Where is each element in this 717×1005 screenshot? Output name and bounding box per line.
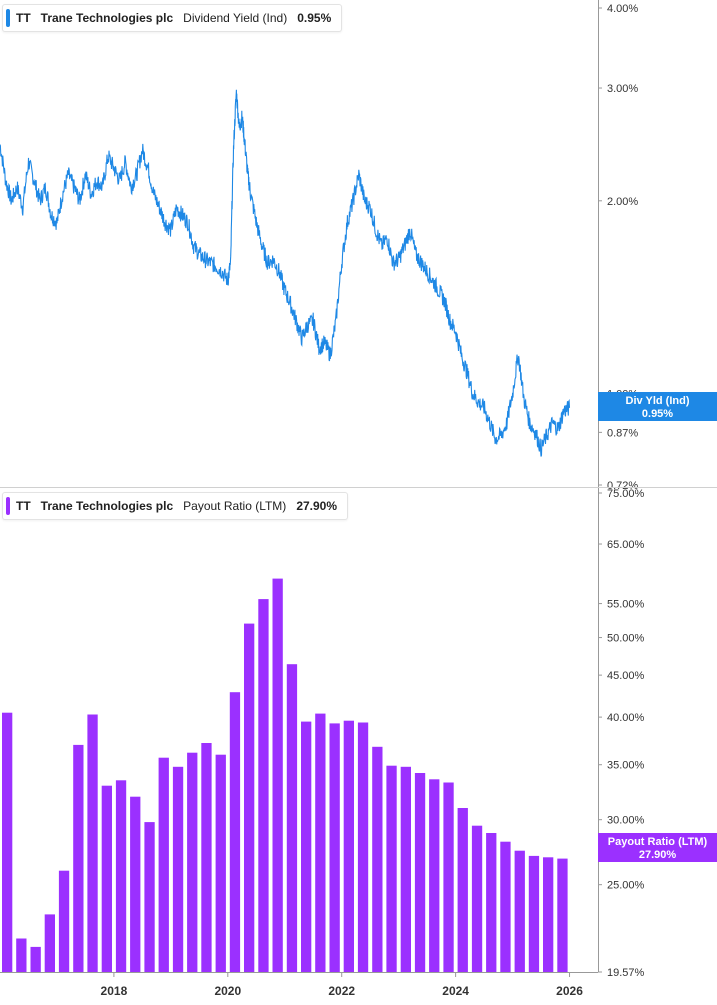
x-tick-label: 2026 xyxy=(556,984,583,998)
x-tick-label: 2022 xyxy=(328,984,355,998)
badge-label: Payout Ratio (LTM) xyxy=(607,836,708,848)
payout-bar xyxy=(343,720,354,972)
payout-bar xyxy=(386,765,397,972)
payout-bar xyxy=(16,938,27,972)
yield-swatch xyxy=(6,9,10,27)
payout-swatch xyxy=(6,497,10,515)
x-tick-label: 2018 xyxy=(101,984,128,998)
y-tick-label: 65.00% xyxy=(607,539,645,551)
dividend-yield-line xyxy=(0,89,571,457)
y-tick-label: 0.72% xyxy=(607,480,638,492)
payout-bar xyxy=(115,780,127,972)
payout-ratio-panel: 75.00% 65.00% 55.00% 50.00% 45.00% 40.00% 35.0… xyxy=(2,488,645,979)
payout-bar xyxy=(2,712,13,972)
payout-bar xyxy=(73,744,84,972)
payout-bar xyxy=(87,714,98,972)
payout-bar xyxy=(486,833,497,972)
y-tick-label: 4.00% xyxy=(607,3,638,15)
dividend-yield-badge: Div Yld (Ind) 0.95% xyxy=(598,392,717,421)
payout-bar xyxy=(244,623,255,972)
payout-bar xyxy=(229,692,241,972)
legend-value: 27.90% xyxy=(296,499,338,513)
payout-bar xyxy=(528,855,540,972)
y-tick-label: 19.57% xyxy=(607,967,645,979)
payout-bar xyxy=(471,825,483,972)
payout-bar xyxy=(258,599,269,972)
x-tick-label: 2020 xyxy=(214,984,241,998)
payout-bar xyxy=(187,752,198,972)
badge-value: 27.90% xyxy=(638,849,677,861)
legend-company: Trane Technologies plc xyxy=(40,11,174,25)
x-tick-label: 2024 xyxy=(442,984,469,998)
legend-metric: Payout Ratio (LTM) xyxy=(183,499,287,513)
payout-bar xyxy=(30,946,41,972)
payout-bar xyxy=(414,773,426,972)
payout-ratio-legend[interactable]: TT Trane Technologies plc Payout Ratio (… xyxy=(2,492,349,520)
payout-bar xyxy=(101,785,112,972)
badge-value: 0.95% xyxy=(641,408,674,420)
payout-bar xyxy=(400,766,411,972)
legend-ticker: TT xyxy=(16,499,31,513)
payout-bar xyxy=(272,578,283,972)
payout-bar xyxy=(514,850,525,972)
payout-bar xyxy=(500,841,511,972)
legend-company: Trane Technologies plc xyxy=(40,499,174,513)
legend-ticker: TT xyxy=(16,11,31,25)
y-tick-label: 30.00% xyxy=(607,815,645,827)
legend-metric: Dividend Yield (Ind) xyxy=(183,11,288,25)
payout-bar xyxy=(443,782,454,972)
badge-label: Div Yld (Ind) xyxy=(625,395,690,407)
y-tick-label: 3.00% xyxy=(607,83,638,95)
legend-value: 0.95% xyxy=(297,11,332,25)
y-tick-label: 75.00% xyxy=(607,488,645,500)
payout-bar xyxy=(329,723,340,972)
y-tick-label: 0.87% xyxy=(607,427,638,439)
payout-bar xyxy=(543,857,554,972)
y-tick-label: 35.00% xyxy=(607,760,645,772)
payout-bar xyxy=(215,754,226,972)
y-tick-label: 40.00% xyxy=(607,712,645,724)
payout-bar xyxy=(58,870,70,972)
payout-bar xyxy=(315,713,326,972)
payout-bar xyxy=(457,808,468,972)
y-tick-label: 45.00% xyxy=(607,670,645,682)
payout-bar xyxy=(130,796,141,972)
payout-bar xyxy=(44,914,55,972)
payout-bar xyxy=(301,721,312,972)
payout-bar xyxy=(144,822,155,972)
payout-bar xyxy=(172,766,184,972)
payout-bar xyxy=(372,746,383,972)
payout-bar xyxy=(201,743,212,972)
payout-bar xyxy=(357,722,369,972)
dividend-yield-panel: 4.00%3.00%2.00%1.00%0.87%0.72% xyxy=(0,3,638,492)
y-tick-label: 2.00% xyxy=(607,196,638,208)
y-tick-label: 25.00% xyxy=(607,880,645,892)
payout-ratio-badge: Payout Ratio (LTM) 27.90% xyxy=(598,833,717,862)
payout-bar xyxy=(429,779,440,972)
dividend-yield-legend[interactable]: TT Trane Technologies plc Dividend Yield… xyxy=(2,4,343,32)
payout-bar xyxy=(286,664,298,972)
payout-bar xyxy=(158,757,169,972)
x-axis: 2018 2020 2022 2024 2026 xyxy=(101,972,583,998)
y-tick-label: 55.00% xyxy=(607,599,645,611)
payout-bar xyxy=(557,858,568,972)
y-tick-label: 50.00% xyxy=(607,633,645,645)
